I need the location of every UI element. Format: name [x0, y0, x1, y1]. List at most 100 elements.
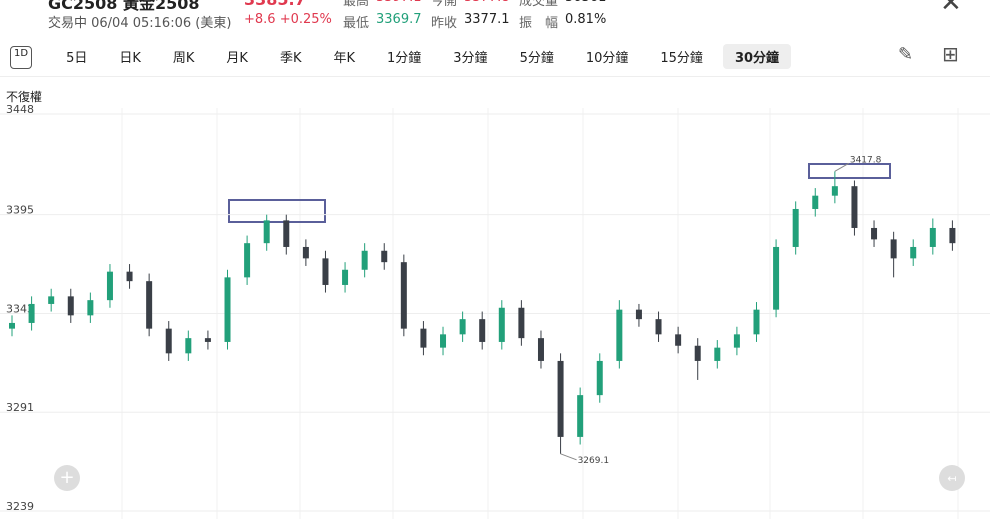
candle-body [361, 250, 368, 270]
tab[interactable]: 年K [333, 51, 355, 66]
tab[interactable]: 15分鐘 [660, 51, 703, 66]
tab[interactable]: 月K [226, 51, 248, 66]
tab[interactable]: 3分鐘 [453, 51, 488, 66]
candle-body [400, 262, 407, 329]
change: +8.6 +0.25% [244, 12, 332, 27]
stat-label: 振 幅 [519, 16, 559, 31]
candle-body [949, 227, 956, 244]
candle-body [498, 307, 505, 342]
tab[interactable]: 季K [279, 51, 302, 66]
candle-body [557, 360, 564, 437]
y-tick-label: 3343 [6, 302, 34, 315]
stat-value: 3377.1 [464, 12, 510, 27]
candle-body [929, 227, 936, 247]
stat-value: 3397.1 [376, 0, 422, 5]
annotation-leader [560, 453, 577, 461]
candle-body [420, 328, 427, 348]
y-tick-label: 3291 [6, 401, 34, 414]
stat-value: 0.81% [565, 12, 607, 27]
svg-text:+: + [59, 467, 74, 488]
candle-body [67, 296, 74, 316]
tab[interactable]: 10分鐘 [585, 51, 629, 66]
close-button[interactable]: ✕ [940, 0, 962, 18]
candle-body [518, 307, 525, 339]
stat-value: 3369.7 [376, 12, 422, 27]
symbol: GC2508 黃金2508 [48, 0, 200, 13]
candle-body [283, 220, 290, 247]
candle-body [675, 334, 682, 346]
candle-body [263, 220, 270, 244]
candle-body [204, 338, 211, 342]
candle-body [812, 195, 819, 209]
stat-label: 成交量 [519, 0, 559, 9]
tab[interactable]: 1D [10, 46, 33, 69]
svg-text:↤: ↤ [947, 472, 956, 485]
candle-body [871, 227, 878, 240]
candle-body [165, 328, 172, 354]
high-label: 3417.8 [850, 155, 882, 165]
low-label: 3269.1 [578, 456, 610, 466]
candle-body [537, 338, 544, 361]
candle-body [146, 281, 153, 329]
tab[interactable]: 5分鐘 [519, 51, 554, 66]
stat-value: 36361 [565, 0, 606, 5]
draw-tool[interactable]: ✎ [898, 44, 914, 65]
highlight-box [808, 163, 891, 179]
tab[interactable]: 30分鐘 [722, 44, 792, 69]
highlight-box [228, 199, 326, 223]
candle-body [910, 246, 917, 259]
candle-body [381, 250, 388, 263]
y-tick-label: 3448 [6, 103, 34, 116]
price: 3385.7 [244, 0, 306, 9]
candle-body [851, 186, 858, 228]
candle-body [753, 309, 760, 335]
candle-body [792, 208, 799, 247]
candle-body [773, 246, 780, 310]
y-tick-label: 3395 [6, 204, 34, 217]
candle-body [577, 395, 584, 437]
candle-body [87, 300, 94, 316]
tab[interactable]: 周K [172, 51, 195, 66]
candle-body [635, 309, 642, 320]
candle-body [185, 338, 192, 354]
candle-body [440, 334, 447, 348]
candle-body [106, 271, 113, 301]
candle-body [224, 277, 231, 342]
stat-label: 昨收 [431, 16, 458, 31]
annotation-leader [834, 162, 850, 172]
candle-body [655, 319, 662, 335]
candle-body [831, 186, 838, 196]
candle-body [714, 347, 721, 361]
candle-body [733, 334, 740, 348]
tab[interactable]: 日K [119, 51, 141, 66]
candle-body [890, 239, 897, 259]
layout-tool[interactable]: ⊞ [942, 42, 959, 66]
candle-body [596, 360, 603, 396]
stat-label: 最低 [343, 16, 370, 31]
stat-value: 3377.8 [464, 0, 510, 5]
stat-label: 今開 [431, 0, 458, 9]
zoom-in[interactable] [54, 465, 80, 491]
tab[interactable]: 5日 [66, 51, 88, 66]
reset[interactable] [939, 465, 965, 491]
candle-body [694, 345, 701, 361]
candle-body [48, 296, 55, 304]
candle-body [9, 322, 15, 329]
tabs: 1D 5日 日K 周K 月K 季K 年K 1分鐘 3分鐘 5分鐘 10分鐘 15分鐘 30分鐘 [10, 44, 799, 69]
candle-body [322, 258, 329, 285]
candle-body [302, 246, 309, 259]
candle-body [28, 303, 35, 323]
stat-label: 最高 [343, 0, 370, 9]
candle-body [126, 271, 133, 282]
status: 交易中 06/04 05:16:06 (美東) [48, 16, 232, 31]
tab[interactable]: 1分鐘 [387, 51, 422, 66]
candle-body [479, 319, 486, 342]
adjust-label: 不復權 [6, 90, 43, 104]
y-tick-label: 3239 [6, 500, 34, 513]
candle-body [459, 319, 466, 335]
candle-body [616, 309, 623, 361]
divider [0, 76, 990, 77]
candle-body [244, 243, 251, 278]
